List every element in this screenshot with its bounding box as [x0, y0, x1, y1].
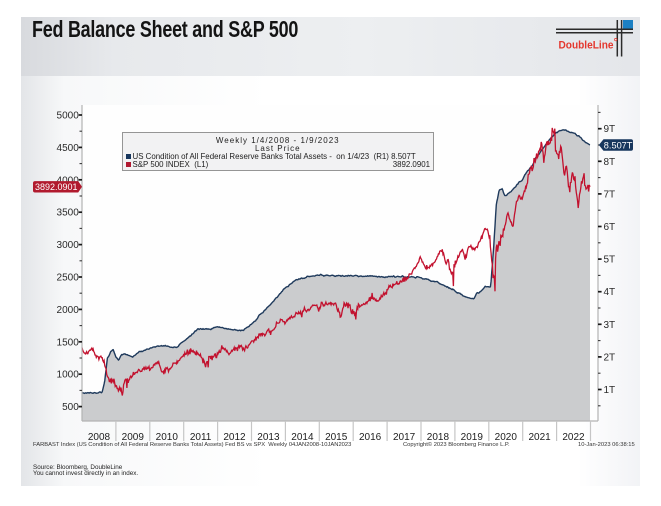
svg-text:2008: 2008 [88, 432, 111, 443]
svg-text:2012: 2012 [223, 432, 246, 443]
svg-text:9T: 9T [604, 124, 616, 135]
svg-text:6T: 6T [604, 222, 616, 233]
svg-text:3000: 3000 [57, 240, 80, 251]
svg-text:3892.0901: 3892.0901 [35, 182, 78, 192]
svg-text:8T: 8T [604, 157, 616, 168]
svg-text:2T: 2T [604, 352, 616, 363]
svg-text:2011: 2011 [190, 432, 212, 443]
svg-text:1000: 1000 [57, 370, 80, 381]
svg-text:2013: 2013 [257, 432, 280, 443]
svg-text:2017: 2017 [393, 432, 416, 443]
svg-text:2015: 2015 [325, 432, 348, 443]
svg-text:3T: 3T [604, 320, 616, 331]
svg-text:1T: 1T [604, 385, 616, 396]
svg-text:2020: 2020 [495, 432, 518, 443]
svg-text:1500: 1500 [57, 337, 80, 348]
svg-text:2018: 2018 [427, 432, 450, 443]
svg-text:2009: 2009 [122, 432, 145, 443]
svg-text:2019: 2019 [461, 432, 484, 443]
svg-text:2021: 2021 [528, 432, 551, 443]
svg-text:7T: 7T [604, 189, 616, 200]
svg-text:5000: 5000 [57, 111, 80, 122]
svg-text:DoubleLine: DoubleLine [559, 39, 614, 51]
svg-text:2016: 2016 [359, 432, 382, 443]
svg-text:4T: 4T [604, 287, 616, 298]
svg-text:2014: 2014 [291, 432, 314, 443]
svg-text:8.507T: 8.507T [604, 140, 633, 150]
svg-text:2022: 2022 [562, 432, 585, 443]
svg-text:5T: 5T [604, 255, 616, 266]
svg-text:2010: 2010 [156, 432, 179, 443]
svg-text:4500: 4500 [57, 143, 80, 154]
svg-text:2000: 2000 [57, 305, 80, 316]
svg-text:3500: 3500 [57, 208, 80, 219]
svg-text:4000: 4000 [57, 175, 80, 186]
svg-text:500: 500 [62, 402, 79, 413]
svg-text:2500: 2500 [57, 273, 80, 284]
